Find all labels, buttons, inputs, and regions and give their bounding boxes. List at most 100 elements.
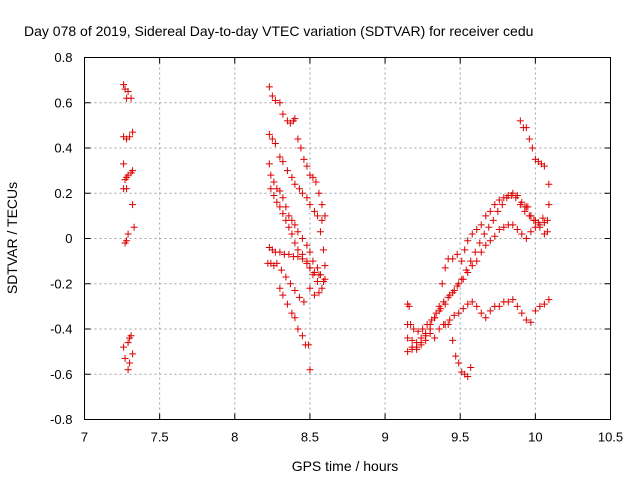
data-point [124,366,132,374]
data-point [306,201,314,209]
data-point [313,212,321,220]
data-point [303,162,311,170]
data-point [313,277,321,285]
data-point [498,201,506,209]
data-point [265,130,273,138]
data-point [282,203,290,211]
data-point [513,225,521,233]
data-point [495,225,503,233]
data-point [120,160,128,168]
plot-frame [84,57,611,420]
data-point [130,223,138,231]
data-point [471,248,479,256]
data-point [271,96,279,104]
data-point [458,257,466,265]
data-point [318,201,326,209]
data-point [404,348,412,356]
data-point [485,223,493,231]
data-point [267,171,275,179]
data-point [527,212,535,220]
data-point [467,257,475,265]
data-point [265,160,273,168]
data-point [295,293,303,301]
data-point [449,336,457,344]
data-point [276,187,284,195]
y-tick-label: -0.8 [50,412,72,427]
data-point [129,167,137,175]
data-point [440,298,448,306]
data-point [453,250,461,258]
data-point [462,266,470,274]
data-point [265,83,273,91]
data-point [477,309,485,317]
data-point [467,363,475,371]
data-point [285,250,293,258]
data-point [294,253,302,261]
data-point [298,332,306,340]
data-point [291,180,299,188]
data-point [295,185,303,193]
y-tick-label: 0 [65,231,72,246]
data-point [518,230,526,238]
data-point [473,225,481,233]
data-point [279,158,287,166]
data-point [306,248,314,256]
data-point [312,178,320,186]
y-tick-label: -0.2 [50,276,72,291]
data-point [289,117,297,125]
data-point [300,298,308,306]
data-point [123,237,131,245]
data-point [321,262,329,270]
data-point [288,216,296,224]
data-point [276,203,284,211]
x-tick-label: 10.5 [598,430,623,445]
data-points [120,81,553,381]
data-point [291,221,299,229]
data-point [500,223,508,231]
data-point [458,275,466,283]
data-point [310,207,318,215]
x-tick-label: 7.5 [151,430,169,445]
data-point [273,198,281,206]
data-point [277,266,285,274]
data-point [438,280,446,288]
data-point [291,287,299,295]
data-point [129,201,137,209]
data-point [518,309,526,317]
data-point [461,246,469,254]
data-point [489,216,497,224]
data-point [545,201,553,209]
data-point [127,94,135,102]
x-tick-label: 10 [528,430,542,445]
data-point [408,345,416,353]
data-point [126,359,134,367]
data-point [404,320,412,328]
data-point [504,192,512,200]
x-tick-label: 7 [81,430,88,445]
data-point [468,230,476,238]
data-point [527,228,535,236]
data-point [294,228,302,236]
data-point [304,341,312,349]
data-point [464,300,472,308]
data-point [473,302,481,310]
data-point [494,207,502,215]
data-point [522,235,530,242]
data-point [268,92,276,100]
data-point [419,325,427,333]
data-point [539,214,547,222]
data-point [313,264,321,272]
data-point [318,284,326,292]
data-point [500,194,508,202]
data-point [291,239,299,247]
data-point [476,239,484,247]
data-point [315,289,323,297]
data-point [486,237,494,245]
data-point [298,255,306,263]
data-point [276,99,284,107]
data-point [288,309,296,317]
data-point [303,194,311,202]
data-point [279,210,287,218]
data-point [309,257,317,265]
